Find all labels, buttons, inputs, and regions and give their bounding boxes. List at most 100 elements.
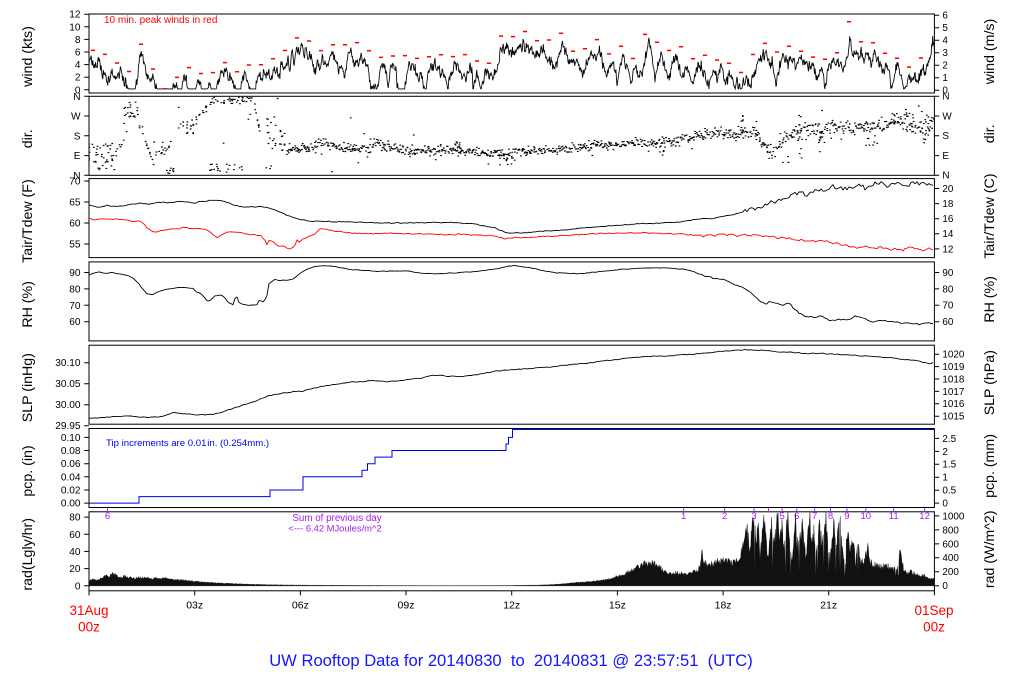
svg-text:N: N <box>942 92 949 103</box>
svg-text:1.5: 1.5 <box>942 460 956 471</box>
svg-text:3: 3 <box>942 48 948 59</box>
svg-text:10: 10 <box>861 511 872 522</box>
svg-text:20: 20 <box>942 184 953 195</box>
svg-text:RH (%): RH (%) <box>20 281 36 328</box>
svg-text:06z: 06z <box>292 600 309 612</box>
svg-text:Tip increments are 0.01 in. (0: Tip increments are 0.01 in. (0.254mm.) <box>106 438 269 449</box>
svg-text:5: 5 <box>942 23 948 34</box>
svg-text:8: 8 <box>75 35 81 46</box>
svg-text:E: E <box>74 151 81 162</box>
svg-text:0: 0 <box>75 581 81 592</box>
svg-text:wind (kts): wind (kts) <box>20 26 36 88</box>
svg-text:N: N <box>73 171 80 182</box>
svg-text:60: 60 <box>942 317 953 328</box>
svg-text:30.05: 30.05 <box>55 379 81 390</box>
svg-text:1015: 1015 <box>942 412 964 423</box>
svg-text:21z: 21z <box>820 600 837 612</box>
svg-text:<--- 6.42 MJoules/m^2: <--- 6.42 MJoules/m^2 <box>288 523 381 534</box>
svg-text:03z: 03z <box>186 600 203 612</box>
svg-text:1020: 1020 <box>942 350 964 361</box>
svg-text:15z: 15z <box>609 600 626 612</box>
svg-text:18: 18 <box>942 199 953 210</box>
svg-text:70: 70 <box>69 301 81 312</box>
svg-text:1: 1 <box>681 511 686 522</box>
svg-text:6: 6 <box>75 48 81 59</box>
svg-text:14: 14 <box>942 229 953 240</box>
svg-text:Tair/Tdew (C): Tair/Tdew (C) <box>982 174 998 259</box>
svg-text:12: 12 <box>942 244 953 255</box>
svg-text:18z: 18z <box>715 600 732 612</box>
svg-text:0: 0 <box>75 85 81 96</box>
svg-text:5: 5 <box>780 511 785 522</box>
svg-text:S: S <box>74 131 81 142</box>
svg-text:RH (%): RH (%) <box>982 276 998 323</box>
svg-text:90: 90 <box>942 268 953 279</box>
svg-text:12z: 12z <box>503 600 520 612</box>
svg-text:0.10: 0.10 <box>61 433 81 444</box>
svg-text:7: 7 <box>812 511 817 522</box>
svg-text:0.04: 0.04 <box>61 472 81 483</box>
svg-text:16: 16 <box>942 214 953 225</box>
svg-text:3: 3 <box>751 511 756 522</box>
svg-text:90: 90 <box>69 268 81 279</box>
svg-text:0.00: 0.00 <box>61 499 81 510</box>
svg-text:65: 65 <box>69 198 81 209</box>
svg-text:pcp. (mm): pcp. (mm) <box>982 434 998 498</box>
svg-text:rad (W/m^2): rad (W/m^2) <box>982 510 998 588</box>
svg-text:UW Rooftop Data for 20140830: UW Rooftop Data for 20140830 to 20140831… <box>269 651 753 670</box>
svg-text:0.08: 0.08 <box>61 446 81 457</box>
svg-text:1017: 1017 <box>942 387 964 398</box>
svg-text:10: 10 <box>69 22 81 33</box>
svg-text:wind (m/s): wind (m/s) <box>982 19 998 85</box>
svg-text:29.95: 29.95 <box>55 421 81 432</box>
svg-text:40: 40 <box>69 547 81 558</box>
svg-text:30.10: 30.10 <box>55 358 81 369</box>
svg-text:pcp. (in): pcp. (in) <box>20 445 36 496</box>
svg-text:2: 2 <box>942 61 948 72</box>
svg-text:S: S <box>942 131 949 142</box>
svg-text:80: 80 <box>69 284 81 295</box>
svg-text:10 min. peak winds in red: 10 min. peak winds in red <box>104 15 217 26</box>
svg-text:W: W <box>71 112 81 123</box>
svg-text:1: 1 <box>942 73 948 84</box>
svg-text:N: N <box>73 92 80 103</box>
svg-text:31Aug: 31Aug <box>69 603 108 618</box>
svg-text:80: 80 <box>69 513 81 524</box>
svg-text:11: 11 <box>889 511 899 522</box>
svg-text:Tair/Tdew (F): Tair/Tdew (F) <box>20 179 36 263</box>
svg-text:SLP (inHg): SLP (inHg) <box>20 353 36 422</box>
svg-text:1018: 1018 <box>942 374 964 385</box>
svg-text:E: E <box>942 151 949 162</box>
svg-text:200: 200 <box>942 567 959 578</box>
svg-text:rad(Lgly/hr): rad(Lgly/hr) <box>20 518 36 591</box>
svg-text:Sum of previous day: Sum of previous day <box>292 513 381 524</box>
svg-text:0.06: 0.06 <box>61 459 81 470</box>
svg-text:6: 6 <box>942 11 948 22</box>
svg-text:2.5: 2.5 <box>942 434 956 445</box>
svg-text:0: 0 <box>942 86 948 97</box>
svg-text:2: 2 <box>722 511 727 522</box>
svg-text:70: 70 <box>942 301 953 312</box>
svg-text:12: 12 <box>919 511 930 522</box>
svg-text:70: 70 <box>69 177 81 188</box>
svg-text:0.02: 0.02 <box>61 486 81 497</box>
svg-text:30.00: 30.00 <box>55 400 81 411</box>
svg-text:12: 12 <box>69 10 81 21</box>
svg-text:6: 6 <box>794 511 799 522</box>
svg-text:8: 8 <box>828 511 833 522</box>
svg-text:1016: 1016 <box>942 399 964 410</box>
svg-text:1000: 1000 <box>942 511 964 522</box>
svg-text:0: 0 <box>942 499 948 510</box>
svg-text:0.5: 0.5 <box>942 486 956 497</box>
svg-text:600: 600 <box>942 539 959 550</box>
svg-text:N: N <box>942 171 949 182</box>
svg-text:1: 1 <box>942 473 948 484</box>
svg-text:80: 80 <box>942 284 953 295</box>
svg-text:00z: 00z <box>78 620 100 635</box>
svg-text:60: 60 <box>69 530 81 541</box>
svg-text:0: 0 <box>942 581 948 592</box>
svg-text:55: 55 <box>69 240 81 251</box>
svg-text:4: 4 <box>75 60 81 71</box>
svg-text:01Sep: 01Sep <box>914 603 953 618</box>
svg-text:W: W <box>942 112 952 123</box>
